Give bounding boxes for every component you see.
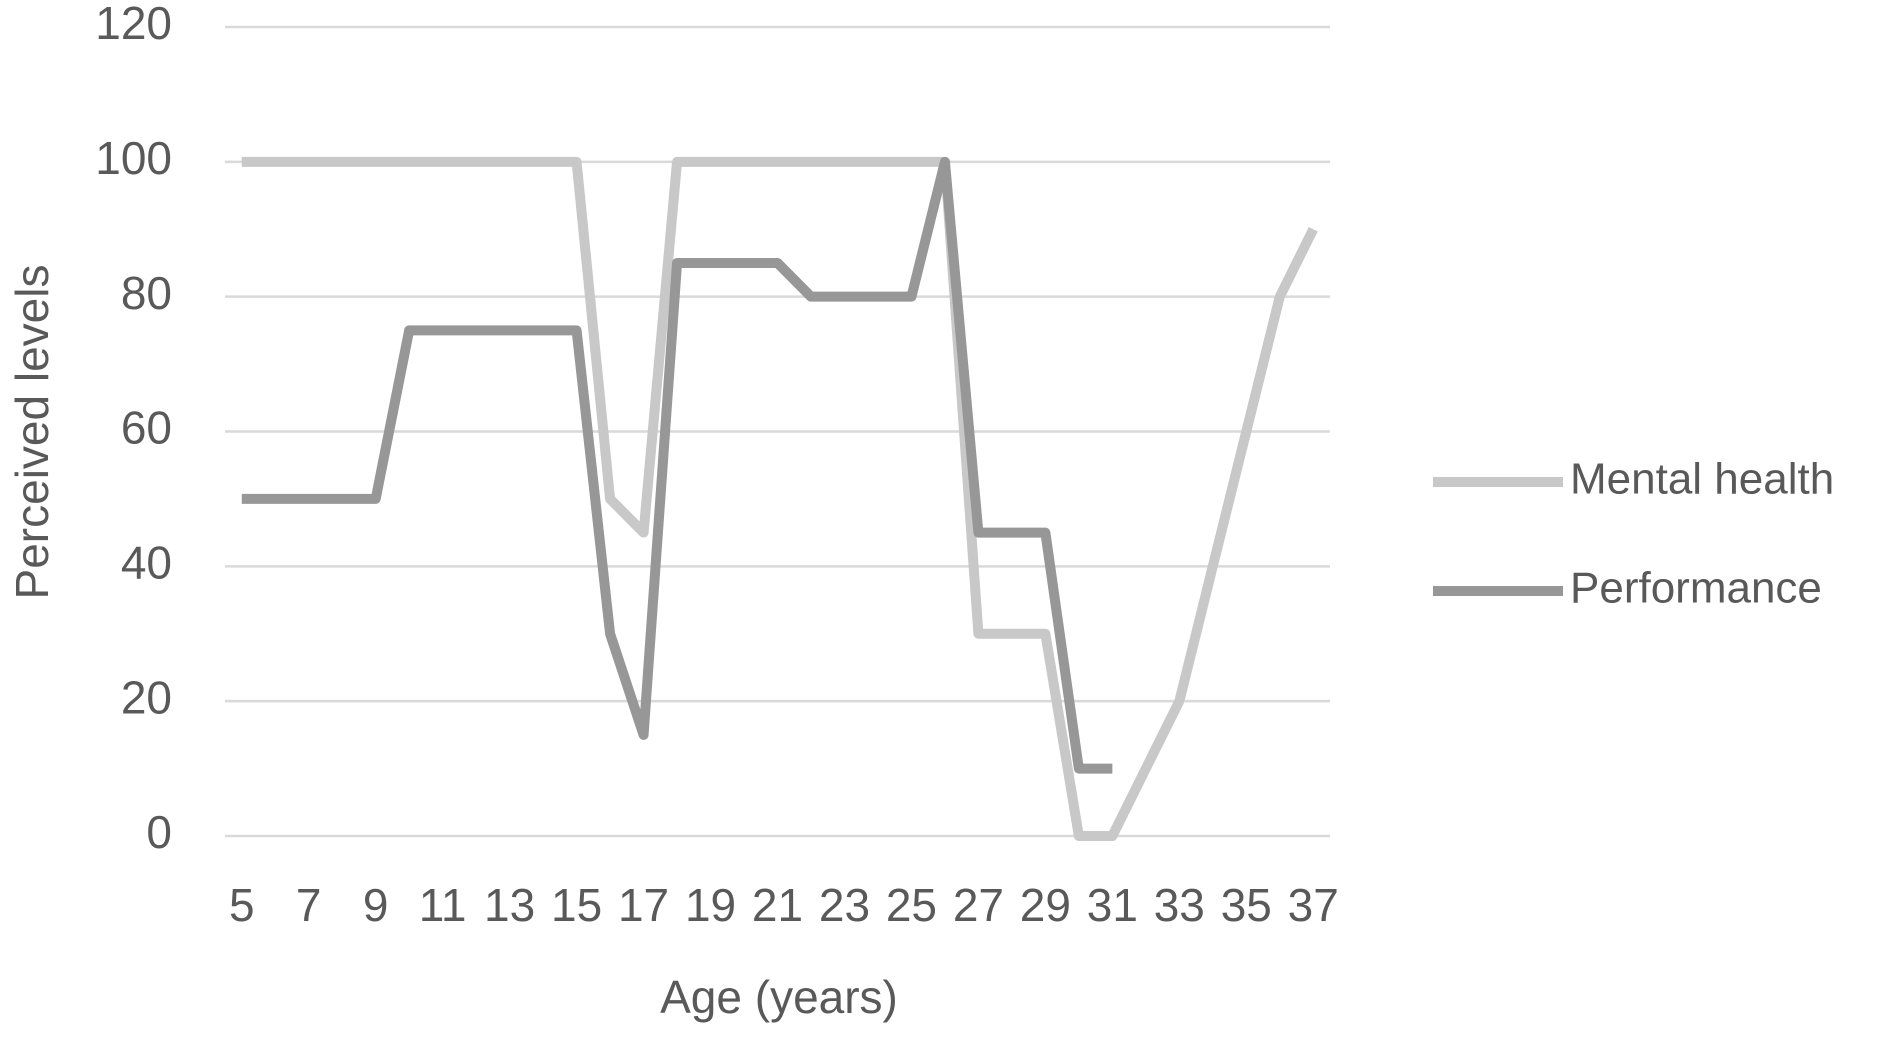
x-tick-label: 21 [752, 879, 803, 931]
y-tick-label: 60 [121, 402, 172, 454]
x-tick-label: 29 [1020, 879, 1071, 931]
x-tick-label: 25 [886, 879, 937, 931]
data-line [241, 156, 1318, 841]
y-axis-title: Perceived levels [6, 265, 58, 600]
legend-label: Performance [1570, 564, 1822, 613]
x-tick-label: 37 [1288, 879, 1339, 931]
x-tick-label: 5 [229, 879, 255, 931]
x-tick-label: 9 [363, 879, 389, 931]
x-tick-label: 35 [1221, 879, 1272, 931]
y-tick-label: 100 [95, 132, 172, 184]
x-tick-label: 7 [296, 879, 322, 931]
y-tick-label: 120 [95, 0, 172, 49]
legend-label: Mental health [1570, 455, 1834, 504]
y-tick-label: 0 [146, 806, 172, 858]
x-tick-label: 23 [819, 879, 870, 931]
x-tick-label: 33 [1154, 879, 1205, 931]
x-axis-title: Age (years) [660, 971, 898, 1023]
x-tick-label: 27 [953, 879, 1004, 931]
y-tick-label: 20 [121, 671, 172, 723]
data-line [241, 156, 1113, 774]
x-tick-label: 19 [685, 879, 736, 931]
y-tick-label: 40 [121, 536, 172, 588]
x-tick-label: 17 [618, 879, 669, 931]
y-tick-label: 80 [121, 267, 172, 319]
x-tick-label: 15 [551, 879, 602, 931]
x-tick-label: 31 [1087, 879, 1138, 931]
x-tick-label: 11 [419, 879, 467, 931]
x-tick-label: 13 [484, 879, 535, 931]
